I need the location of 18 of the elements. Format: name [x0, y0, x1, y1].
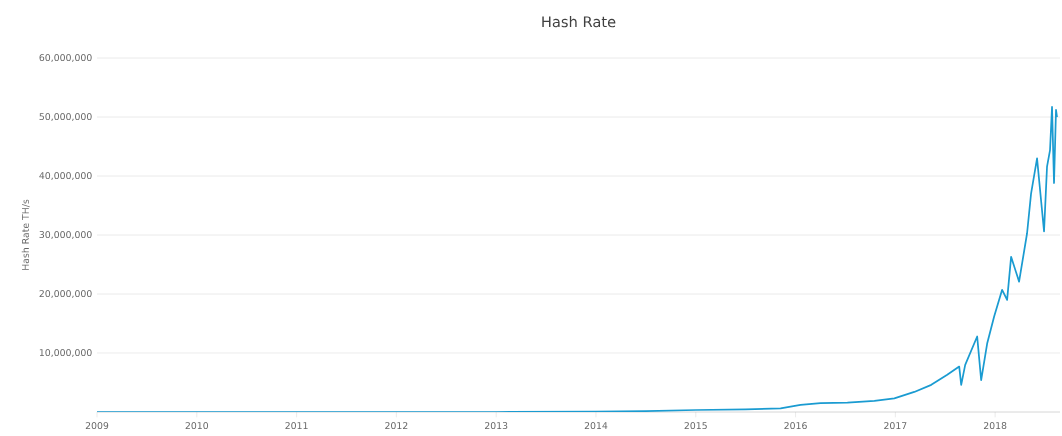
y-tick-label: 20,000,000 [39, 290, 92, 299]
y-tick-label: 10,000,000 [39, 349, 92, 358]
x-tick-label: 2013 [484, 422, 508, 430]
x-tick-label: 2009 [85, 422, 109, 430]
x-tick-label: 2010 [185, 422, 209, 430]
y-tick-label: 40,000,000 [39, 172, 92, 181]
x-tick-label: 2018 [983, 422, 1007, 430]
x-tick-label: 2012 [385, 422, 408, 430]
x-tick-label: 2016 [784, 422, 807, 430]
y-tick-label: 50,000,000 [39, 113, 92, 122]
chart-title: Hash Rate [542, 15, 616, 28]
y-tick-label: 60,000,000 [39, 54, 92, 63]
y-tick-label: 30,000,000 [39, 231, 92, 240]
x-tick-label: 2015 [684, 422, 707, 430]
y-axis-title: Hash Rate TH/s [21, 199, 30, 270]
x-tick-label: 2011 [285, 422, 308, 430]
x-tick-label: 2017 [884, 422, 907, 430]
x-tick-label: 2014 [584, 422, 608, 430]
